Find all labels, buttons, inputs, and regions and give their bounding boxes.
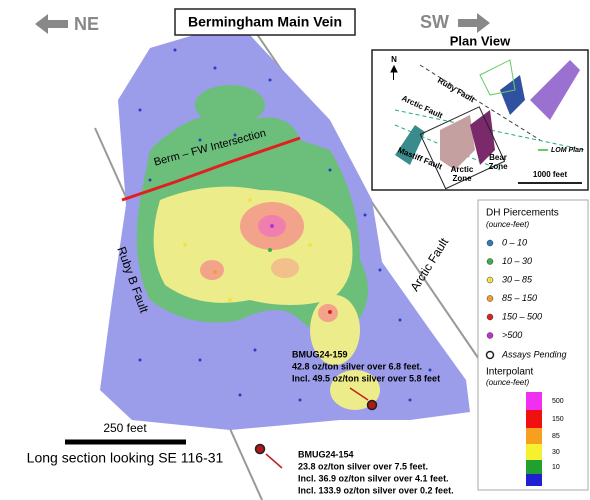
colorbar-ticks: 500 150 85 30 10: [552, 398, 564, 471]
plan-title: Plan View: [450, 33, 511, 48]
plan-lom: LOM Plan: [551, 147, 583, 154]
scale-label: 250 feet: [103, 421, 147, 435]
drill-holes: [138, 48, 432, 402]
legend-marker: [486, 276, 494, 284]
legend-marker: [486, 239, 494, 247]
plan-scale: 1000 feet: [533, 170, 568, 179]
legend-pending-marker: [485, 350, 495, 360]
arrow-right: [458, 13, 490, 33]
legend-label: >500: [502, 330, 522, 340]
colorbar-tick-label: 30: [552, 449, 560, 456]
colorbar-tick-label: 150: [552, 416, 564, 423]
legend-subtitle: (ounce-feet): [486, 220, 529, 229]
annotation-line: 42.8 oz/ton silver over 6.8 feet.: [292, 361, 422, 371]
plan-arctic-zone: Zone: [452, 174, 472, 183]
legend-marker: [486, 295, 494, 302]
annotation-line: 23.8 oz/ton silver over 7.5 feet.: [298, 461, 428, 471]
colorbar-tick-label: 500: [552, 398, 564, 405]
arrow-159: [349, 387, 369, 401]
interpolant-subtitle: (ounce-feet): [486, 378, 529, 387]
plan-bear-zone: Zone: [488, 162, 508, 171]
scale-caption: Long section looking SE 116-31: [27, 450, 224, 466]
legend-marker: [486, 258, 494, 265]
arrow-154: [265, 453, 283, 469]
colorbar-tick-label: 85: [552, 433, 560, 440]
legend-label: 30 – 85: [502, 274, 533, 284]
legend-label: 85 – 150: [502, 293, 537, 303]
annotation-id: BMUG24-159: [292, 349, 348, 359]
plan-drawing: [390, 59, 586, 190]
annotations: BMUG24-159 42.8 oz/ton silver over 6.8 fe…: [292, 349, 454, 495]
hole-154: [254, 443, 266, 455]
legend-title: DH Piercements: [486, 208, 559, 219]
legend-label: 10 – 30: [502, 256, 532, 266]
legend-label: 150 – 500: [502, 311, 542, 321]
legend-pending: Assays Pending: [501, 349, 567, 359]
plan-arctic-zone: Arctic: [451, 165, 474, 174]
title: Bermingham Main Vein: [188, 14, 342, 30]
hole-159: [366, 399, 378, 411]
legend-marker: [486, 313, 494, 321]
plan-north: N: [391, 55, 397, 64]
interpolant-title: Interpolant: [486, 367, 533, 378]
interpolant-contours: [136, 85, 380, 410]
colorbar: [526, 392, 542, 486]
berm-intersection-line: [121, 136, 301, 202]
annotation-line: Incl. 36.9 oz/ton silver over 4.1 feet.: [298, 473, 449, 483]
annotation-line: Incl. 49.5 oz/ton silver over 5.8 feet: [292, 373, 440, 383]
legend-items: 0 – 10 10 – 30 30 – 85 85 – 150 150 – 500 >50…: [486, 237, 542, 340]
colorbar-tick-label: 10: [552, 464, 560, 471]
legend-label: 0 – 10: [502, 237, 527, 247]
annotation-id: BMUG24-154: [298, 449, 354, 459]
annotation-line: Incl. 133.9 oz/ton silver over 0.2 feet.: [298, 485, 454, 495]
plan-bear-zone: Bear: [489, 153, 507, 162]
direction-left: NE: [74, 14, 99, 34]
arrow-left: [35, 14, 68, 34]
title-box: [174, 8, 356, 36]
direction-right: SW: [420, 12, 449, 32]
legend-marker: [486, 332, 494, 339]
